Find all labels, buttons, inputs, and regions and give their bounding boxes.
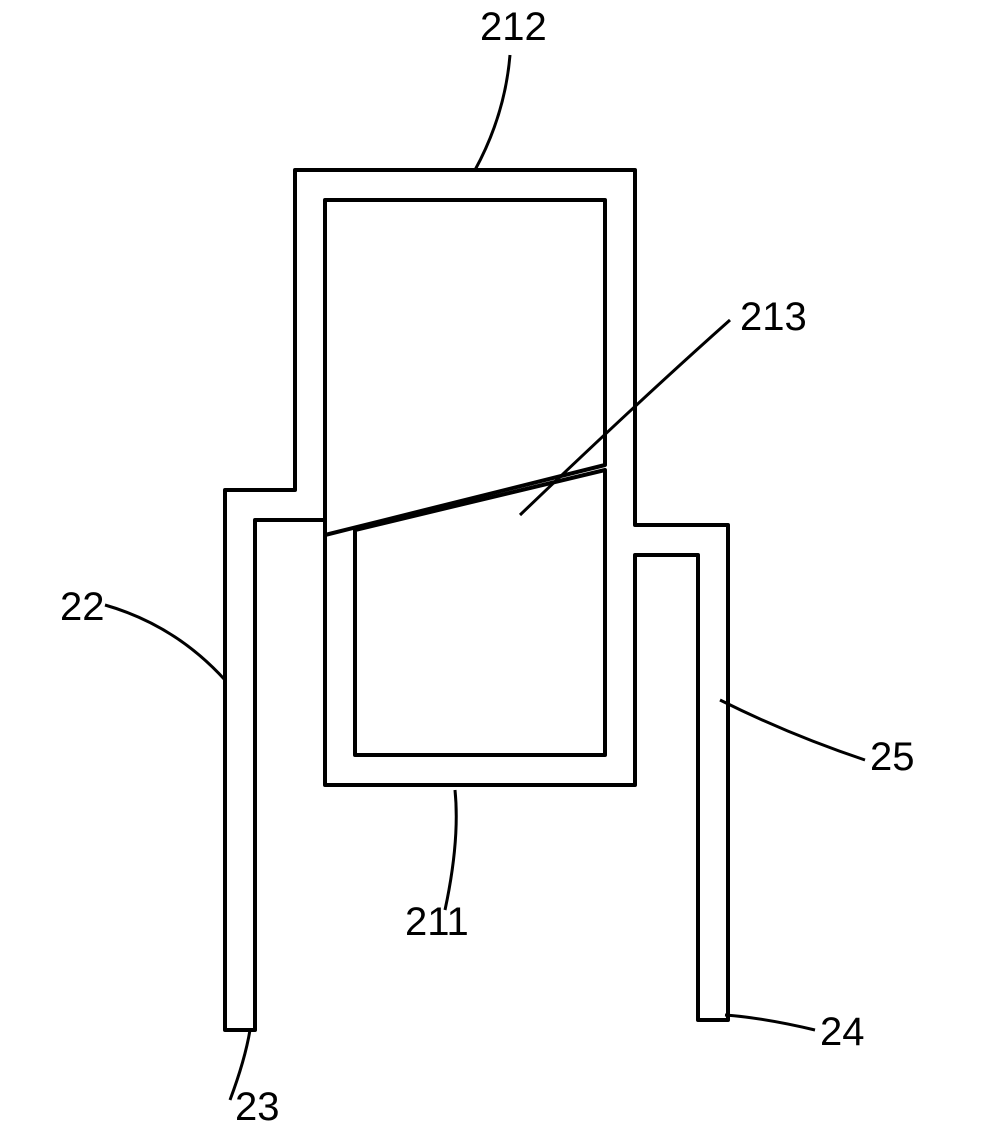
label-bot_left: 23	[235, 1085, 280, 1129]
label-bot_right: 24	[820, 1010, 865, 1054]
label-bot_center: 211	[405, 900, 469, 944]
canvas-background	[0, 0, 994, 1147]
label-upper_mid: 213	[740, 295, 807, 339]
label-right: 25	[870, 735, 915, 779]
label-top: 212	[480, 5, 547, 49]
label-left: 22	[60, 585, 105, 629]
